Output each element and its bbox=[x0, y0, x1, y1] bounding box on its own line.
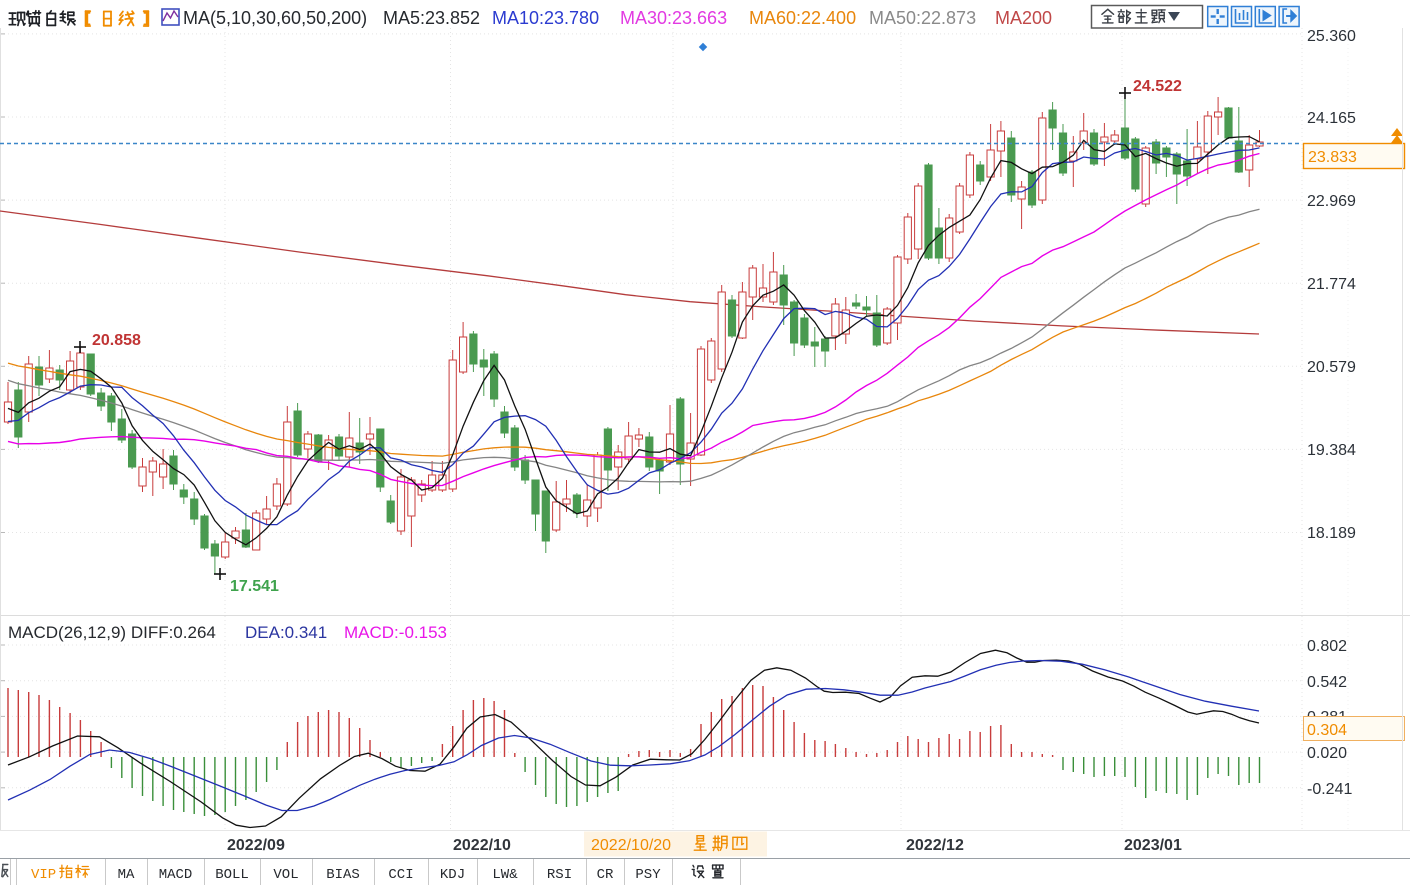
svg-text:BIAS: BIAS bbox=[326, 867, 360, 883]
svg-text:0.304: 0.304 bbox=[1307, 722, 1347, 739]
svg-text:MACD: MACD bbox=[159, 867, 193, 883]
svg-text:25.360: 25.360 bbox=[1307, 28, 1356, 45]
svg-text:2023/01: 2023/01 bbox=[1124, 837, 1182, 854]
svg-text:20.858: 20.858 bbox=[92, 332, 141, 349]
svg-text:MA200: MA200 bbox=[995, 8, 1052, 28]
svg-text:-0.241: -0.241 bbox=[1307, 781, 1352, 798]
svg-text:MACD:-0.153: MACD:-0.153 bbox=[344, 623, 447, 642]
svg-text:PSY: PSY bbox=[635, 867, 661, 883]
svg-text:2022/09: 2022/09 bbox=[227, 837, 285, 854]
svg-text:RSI: RSI bbox=[547, 867, 572, 883]
svg-text:VIP: VIP bbox=[31, 867, 56, 883]
svg-text:18.189: 18.189 bbox=[1307, 525, 1356, 542]
svg-text:MA(5,10,30,60,50,200): MA(5,10,30,60,50,200) bbox=[183, 8, 367, 28]
svg-text:CR: CR bbox=[597, 867, 614, 883]
svg-text:0.542: 0.542 bbox=[1307, 674, 1347, 691]
svg-text:23.833: 23.833 bbox=[1308, 149, 1357, 166]
svg-text:BOLL: BOLL bbox=[215, 867, 249, 883]
svg-text:MA: MA bbox=[118, 867, 135, 883]
svg-text:0.020: 0.020 bbox=[1307, 745, 1347, 762]
svg-text:17.541: 17.541 bbox=[230, 578, 279, 595]
svg-text:KDJ: KDJ bbox=[440, 867, 465, 883]
svg-text:MA5:23.852: MA5:23.852 bbox=[383, 8, 480, 28]
svg-text:0.802: 0.802 bbox=[1307, 638, 1347, 655]
svg-text:MA50:22.873: MA50:22.873 bbox=[869, 8, 976, 28]
svg-text:LW&: LW& bbox=[492, 867, 518, 883]
svg-text:24.165: 24.165 bbox=[1307, 110, 1356, 127]
svg-text:2022/10: 2022/10 bbox=[453, 837, 511, 854]
svg-text:MACD(26,12,9) DIFF:0.264: MACD(26,12,9) DIFF:0.264 bbox=[8, 623, 216, 642]
svg-text:19.384: 19.384 bbox=[1307, 442, 1356, 459]
svg-text:21.774: 21.774 bbox=[1307, 276, 1356, 293]
svg-text:2022/10/20: 2022/10/20 bbox=[591, 837, 671, 854]
svg-text:MA30:23.663: MA30:23.663 bbox=[620, 8, 727, 28]
svg-text:22.969: 22.969 bbox=[1307, 193, 1356, 210]
svg-text:CCI: CCI bbox=[388, 867, 413, 883]
svg-text:VOL: VOL bbox=[273, 867, 298, 883]
svg-text:MA10:23.780: MA10:23.780 bbox=[492, 8, 599, 28]
svg-text:20.579: 20.579 bbox=[1307, 359, 1356, 376]
svg-text:MA60:22.400: MA60:22.400 bbox=[749, 8, 856, 28]
svg-text:2022/12: 2022/12 bbox=[906, 837, 964, 854]
svg-text:24.522: 24.522 bbox=[1133, 78, 1182, 95]
svg-text:DEA:0.341: DEA:0.341 bbox=[245, 623, 327, 642]
